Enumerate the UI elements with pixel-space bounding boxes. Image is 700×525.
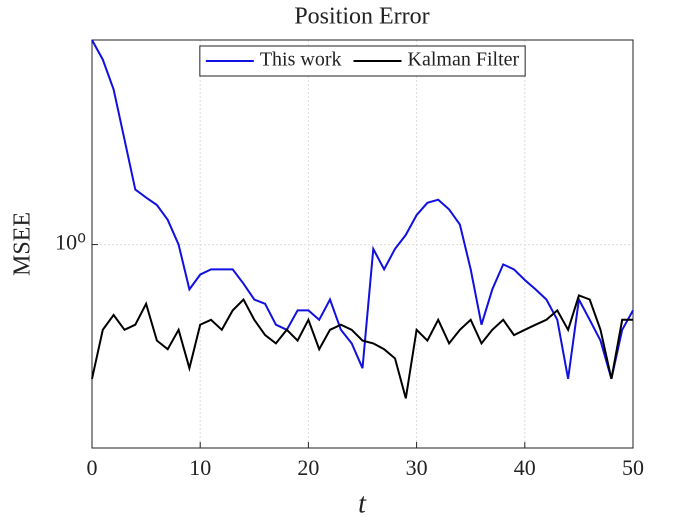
y-axis-label: MSEE bbox=[10, 212, 36, 276]
series-line bbox=[91, 39, 634, 380]
plot-area bbox=[92, 40, 633, 448]
x-tick-label: 30 bbox=[406, 455, 428, 480]
legend-label: Kalman Filter bbox=[408, 49, 520, 71]
x-tick-label: 50 bbox=[622, 455, 644, 480]
x-tick-label: 10 bbox=[189, 455, 211, 480]
y-tick-label: 10⁰ bbox=[55, 230, 86, 255]
x-tick-label: 40 bbox=[514, 455, 536, 480]
series-line bbox=[91, 294, 633, 399]
chart-title: Position Error bbox=[294, 4, 429, 30]
legend-label: This work bbox=[260, 49, 342, 71]
x-axis-label: t bbox=[358, 488, 367, 519]
x-tick-label: 20 bbox=[297, 455, 319, 480]
legend: This work Kalman Filter bbox=[199, 45, 526, 77]
x-tick-label: 0 bbox=[87, 455, 98, 480]
axes-box bbox=[91, 39, 634, 449]
